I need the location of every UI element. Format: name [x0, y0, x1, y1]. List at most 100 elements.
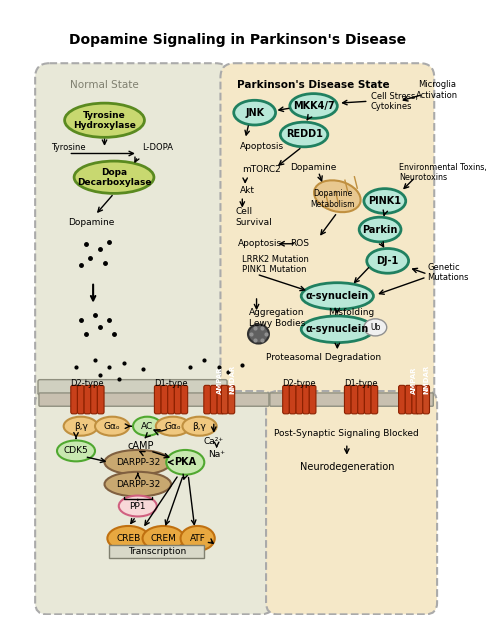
- Text: Genetic
Mutations: Genetic Mutations: [428, 262, 469, 282]
- FancyBboxPatch shape: [35, 391, 272, 615]
- Text: DJ-1: DJ-1: [376, 256, 399, 266]
- FancyBboxPatch shape: [228, 386, 234, 414]
- Text: α-synuclein: α-synuclein: [306, 324, 369, 334]
- Text: DARPP-32: DARPP-32: [116, 480, 160, 488]
- Ellipse shape: [280, 122, 328, 147]
- FancyBboxPatch shape: [220, 63, 434, 424]
- Text: Post-Synaptic Signaling Blocked: Post-Synaptic Signaling Blocked: [274, 429, 419, 439]
- Text: Dopamine
Metabolism: Dopamine Metabolism: [310, 189, 355, 209]
- Ellipse shape: [133, 416, 162, 435]
- Ellipse shape: [314, 180, 360, 212]
- Ellipse shape: [367, 249, 408, 273]
- Text: D1-type: D1-type: [344, 379, 378, 388]
- Ellipse shape: [248, 324, 269, 343]
- FancyBboxPatch shape: [423, 386, 430, 414]
- Text: PKA: PKA: [174, 457, 197, 468]
- FancyBboxPatch shape: [90, 386, 98, 414]
- Ellipse shape: [57, 440, 95, 461]
- Text: cAMP: cAMP: [128, 441, 154, 451]
- FancyBboxPatch shape: [406, 386, 412, 414]
- Text: Parkinson's Disease State: Parkinson's Disease State: [238, 80, 390, 90]
- Ellipse shape: [180, 526, 214, 551]
- Text: Tyrosine: Tyrosine: [51, 143, 86, 151]
- FancyBboxPatch shape: [78, 386, 84, 414]
- FancyBboxPatch shape: [168, 386, 174, 414]
- Text: D2-type: D2-type: [70, 379, 104, 388]
- Text: Dopamine: Dopamine: [68, 218, 114, 227]
- Text: Aggregation
Lewy Bodies: Aggregation Lewy Bodies: [249, 308, 306, 327]
- Text: Cell Stress,
Cytokines: Cell Stress, Cytokines: [370, 91, 418, 111]
- Ellipse shape: [301, 283, 374, 309]
- Ellipse shape: [301, 316, 374, 343]
- FancyBboxPatch shape: [38, 380, 227, 395]
- FancyBboxPatch shape: [204, 386, 210, 414]
- Text: Na⁺: Na⁺: [208, 450, 225, 459]
- Text: PINK1: PINK1: [368, 196, 402, 206]
- FancyBboxPatch shape: [412, 386, 418, 414]
- Ellipse shape: [290, 93, 338, 119]
- Text: α-synuclein: α-synuclein: [306, 291, 369, 301]
- Text: L-DOPA: L-DOPA: [142, 143, 174, 151]
- Ellipse shape: [364, 319, 386, 336]
- Ellipse shape: [64, 416, 98, 435]
- FancyBboxPatch shape: [71, 386, 78, 414]
- FancyBboxPatch shape: [39, 393, 269, 406]
- Text: CREB: CREB: [116, 534, 140, 543]
- FancyBboxPatch shape: [282, 386, 290, 414]
- Ellipse shape: [359, 217, 401, 242]
- Text: Ca²⁺: Ca²⁺: [204, 437, 224, 446]
- FancyBboxPatch shape: [364, 386, 371, 414]
- Text: CREM: CREM: [150, 534, 176, 543]
- FancyBboxPatch shape: [290, 386, 296, 414]
- FancyBboxPatch shape: [98, 386, 104, 414]
- FancyBboxPatch shape: [351, 386, 358, 414]
- Text: β,γ: β,γ: [74, 422, 88, 431]
- Text: Dopamine Signaling in Parkinson's Disease: Dopamine Signaling in Parkinson's Diseas…: [69, 33, 406, 47]
- Text: REDD1: REDD1: [286, 129, 323, 139]
- Text: β,γ: β,γ: [192, 422, 206, 431]
- Text: DARPP-32: DARPP-32: [116, 458, 160, 467]
- Text: ATF: ATF: [190, 534, 206, 543]
- Ellipse shape: [364, 189, 406, 213]
- FancyBboxPatch shape: [302, 386, 310, 414]
- Text: D1-type: D1-type: [154, 379, 188, 388]
- Text: D2-type: D2-type: [282, 379, 316, 388]
- Text: AC: AC: [141, 422, 154, 431]
- FancyBboxPatch shape: [416, 386, 423, 414]
- FancyBboxPatch shape: [35, 63, 230, 424]
- FancyBboxPatch shape: [270, 393, 434, 406]
- Text: Apoptosis: Apoptosis: [238, 239, 282, 248]
- FancyBboxPatch shape: [310, 386, 316, 414]
- Text: AMPAR: AMPAR: [412, 367, 418, 394]
- Ellipse shape: [108, 526, 149, 551]
- Text: ROS: ROS: [290, 239, 309, 248]
- FancyBboxPatch shape: [174, 386, 181, 414]
- Text: Ub: Ub: [370, 323, 380, 332]
- Text: NMDAR: NMDAR: [424, 365, 430, 394]
- Text: JNK: JNK: [245, 108, 264, 117]
- Text: Apoptosis: Apoptosis: [240, 143, 284, 151]
- FancyBboxPatch shape: [398, 386, 406, 414]
- FancyBboxPatch shape: [84, 386, 90, 414]
- Ellipse shape: [142, 526, 184, 551]
- Text: Environmental Toxins,
Neurotoxins: Environmental Toxins, Neurotoxins: [399, 163, 487, 182]
- FancyBboxPatch shape: [296, 386, 302, 414]
- Ellipse shape: [234, 100, 276, 125]
- Text: Normal State: Normal State: [70, 80, 139, 90]
- Text: CDK5: CDK5: [64, 446, 88, 456]
- Text: AMPAR: AMPAR: [218, 367, 224, 394]
- FancyBboxPatch shape: [181, 386, 188, 414]
- Text: Parkin: Parkin: [362, 225, 398, 235]
- Text: Gαₒ: Gαₒ: [164, 422, 182, 431]
- Text: Cell
Survival: Cell Survival: [236, 208, 273, 227]
- Text: Gαₒ: Gαₒ: [104, 422, 120, 431]
- Ellipse shape: [64, 103, 144, 138]
- FancyBboxPatch shape: [266, 391, 437, 615]
- Text: Microglia
Activation: Microglia Activation: [416, 80, 458, 100]
- Ellipse shape: [104, 450, 171, 475]
- Text: Transcription: Transcription: [128, 547, 186, 556]
- FancyBboxPatch shape: [161, 386, 168, 414]
- Ellipse shape: [119, 495, 157, 516]
- Text: Akt: Akt: [240, 186, 254, 195]
- FancyBboxPatch shape: [358, 386, 364, 414]
